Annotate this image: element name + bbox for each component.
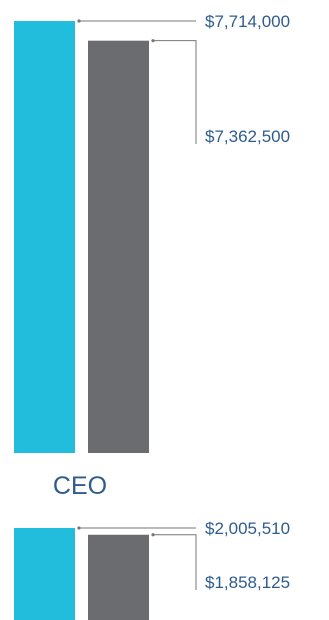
chart-ceo: $7,714,000 $7,362,500 [14, 12, 290, 454]
second-value-label-1: $2,005,510 [205, 519, 290, 538]
second-leader-line-2 [153, 534, 197, 590]
ceo-value-label-1: $7,714,000 [205, 12, 290, 31]
second-value-label-2: $1,858,125 [205, 573, 290, 592]
ceo-bar-2 [88, 40, 149, 454]
second-bar-2 [88, 534, 149, 620]
ceo-bar-1 [14, 21, 75, 453]
chart-second: $2,005,510 $1,858,125 [14, 519, 290, 620]
category-label-ceo: CEO [53, 472, 107, 500]
ceo-leader-line-2 [153, 40, 197, 144]
second-bar-1 [14, 528, 75, 620]
ceo-value-label-2: $7,362,500 [205, 127, 290, 146]
